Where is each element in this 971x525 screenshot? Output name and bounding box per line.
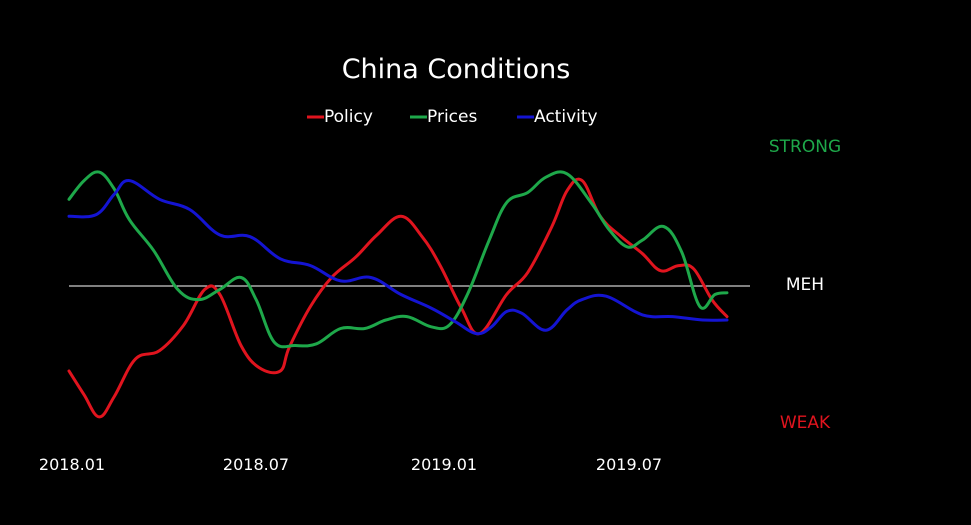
zone-label-meh: MEH bbox=[786, 275, 824, 295]
legend-label-policy: Policy bbox=[324, 107, 373, 127]
series-layer bbox=[67, 170, 729, 419]
x-tick-label: 2018.01 bbox=[39, 455, 105, 474]
x-tick-label: 2019.01 bbox=[411, 455, 477, 474]
legend-label-activity: Activity bbox=[534, 107, 598, 127]
x-tick-label: 2018.07 bbox=[223, 455, 289, 474]
series-line-prices bbox=[67, 170, 729, 349]
zone-label-weak: WEAK bbox=[780, 413, 831, 433]
series-line-activity bbox=[67, 179, 729, 336]
series-line-policy bbox=[67, 177, 729, 419]
zone-label-strong: STRONG bbox=[769, 137, 841, 157]
chart-title: China Conditions bbox=[342, 54, 571, 85]
legend-label-prices: Prices bbox=[427, 107, 477, 127]
legend: Policy Prices Activity bbox=[307, 107, 598, 127]
x-tick-label: 2019.07 bbox=[596, 455, 662, 474]
